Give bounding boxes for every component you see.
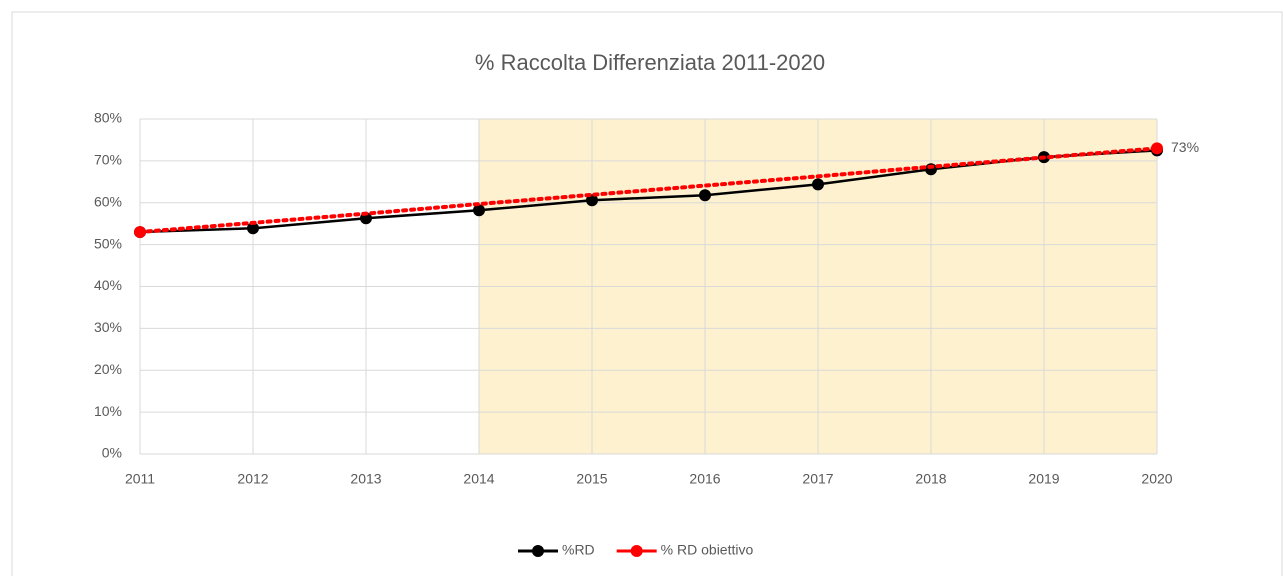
x-tick-label: 2013 xyxy=(350,471,381,487)
series-marker xyxy=(586,194,598,207)
legend-marker xyxy=(630,545,643,557)
x-tick-label: 2020 xyxy=(1141,471,1172,487)
y-tick-label: 70% xyxy=(94,152,122,168)
series-line xyxy=(138,146,1159,235)
x-tick-label: 2019 xyxy=(1028,471,1059,487)
y-tick-label: 20% xyxy=(94,361,122,377)
y-tick-label: 50% xyxy=(94,235,122,251)
y-tick-label: 80% xyxy=(94,110,122,126)
series-marker xyxy=(473,204,485,217)
y-tick-label: 60% xyxy=(94,193,122,209)
chart-title: % Raccolta Differenziata 2011-2020 xyxy=(475,50,825,75)
y-tick-label: 10% xyxy=(94,403,122,419)
legend-label: %RD xyxy=(562,542,595,558)
legend-marker xyxy=(532,545,544,557)
series-marker xyxy=(699,189,711,202)
y-tick-label: 0% xyxy=(102,445,122,461)
series-marker xyxy=(1151,142,1163,155)
series-marker xyxy=(134,226,146,239)
x-tick-label: 2014 xyxy=(463,471,494,487)
x-tick-label: 2017 xyxy=(802,471,833,487)
y-tick-label: 40% xyxy=(94,277,122,293)
x-tick-label: 2015 xyxy=(576,471,607,487)
x-tick-label: 2016 xyxy=(689,471,720,487)
data-label: 73% xyxy=(1171,139,1199,155)
y-tick-label: 30% xyxy=(94,319,122,335)
legend-label: % RD obiettivo xyxy=(661,542,754,558)
x-tick-label: 2011 xyxy=(125,471,155,487)
x-tick-label: 2012 xyxy=(237,471,268,487)
series-marker xyxy=(247,222,259,235)
x-tick-label: 2018 xyxy=(915,471,946,487)
series-marker xyxy=(812,178,824,191)
